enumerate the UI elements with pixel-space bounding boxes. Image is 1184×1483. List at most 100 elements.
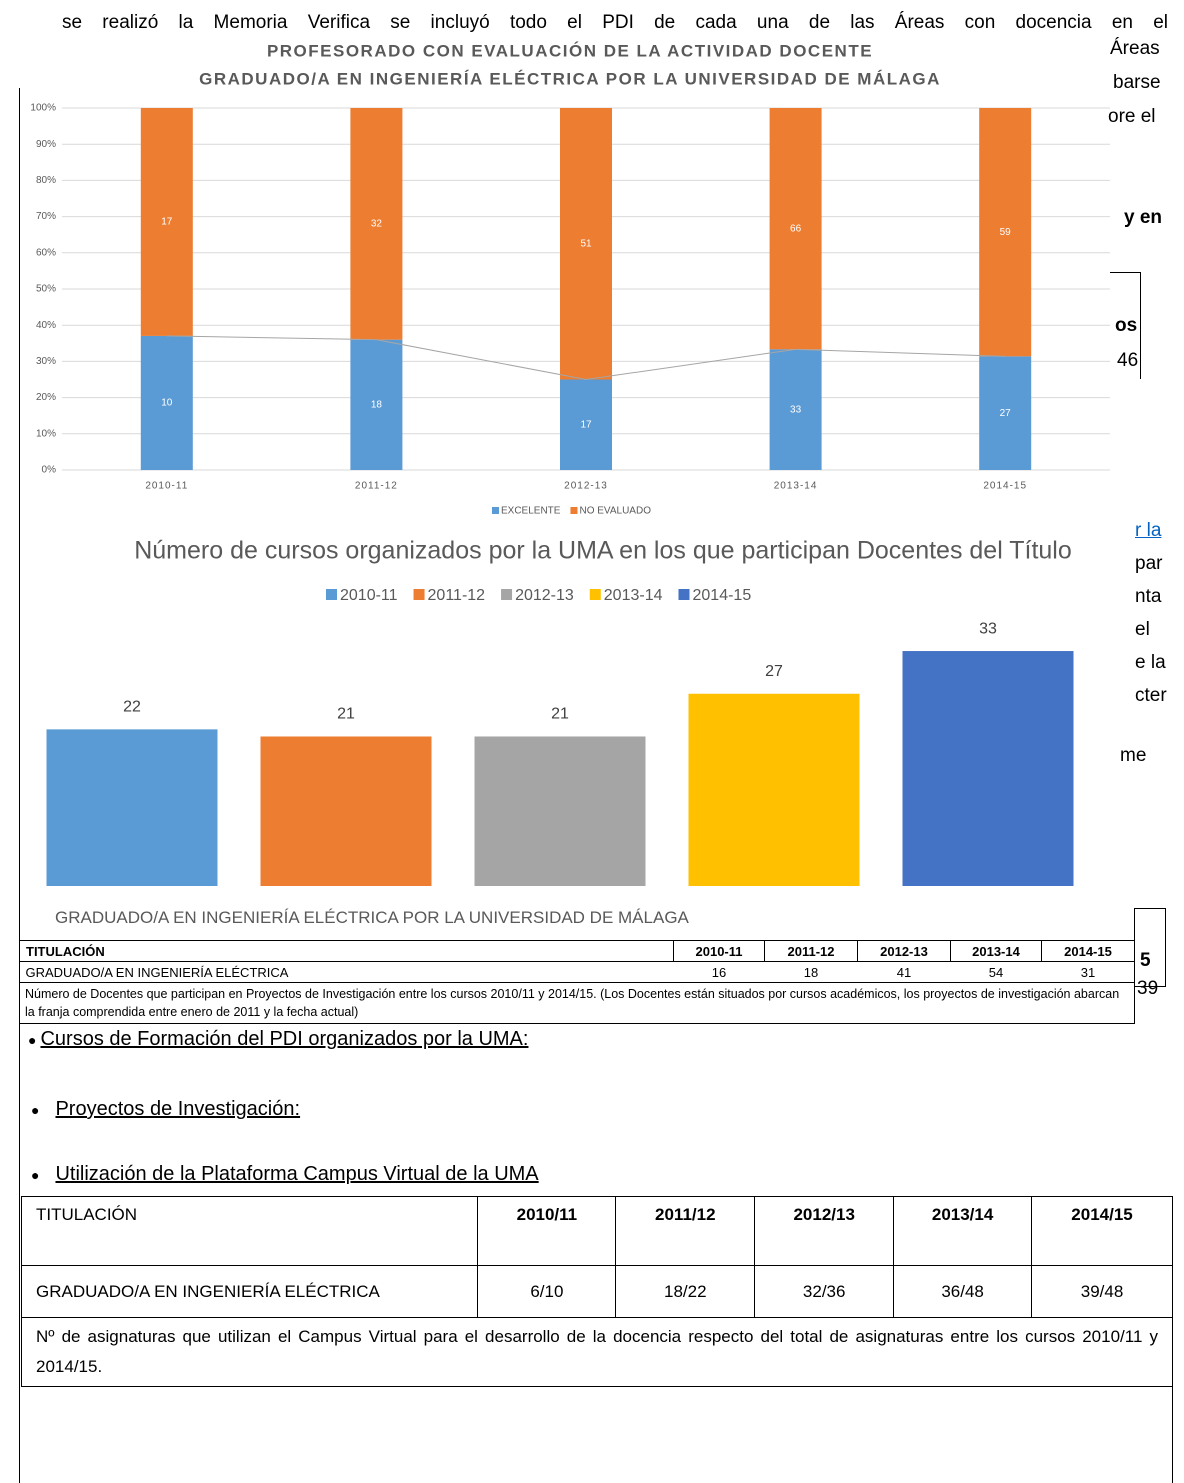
text-fragment: y en [1124, 207, 1163, 228]
table-header-cell: TITULACIÓN [19, 940, 674, 962]
y-tick-label: 80% [36, 175, 56, 186]
bar-segment [560, 379, 612, 470]
table-header-cell: 2014-15 [1041, 940, 1135, 962]
bar-segment [140, 335, 193, 470]
text-fragment: 46 [1117, 350, 1139, 371]
table-note: Nº de asignaturas que utilizan el Campus… [21, 1317, 1173, 1387]
text-fragment: cter [1135, 685, 1167, 706]
table-cell: 36/48 [893, 1265, 1033, 1318]
table-row: GRADUADO/A EN INGENIERÍA ELÉCTRICA 16 18 41… [20, 962, 1135, 983]
legend-label: 2010-11 [340, 587, 398, 604]
legend-label: 2011-12 [428, 587, 486, 604]
chart-subtitle: GRADUADO/A EN INGENIERÍA ELÉCTRICA POR L… [199, 69, 941, 88]
y-tick-label: 70% [36, 211, 56, 222]
text-fragment: Áreas [1110, 38, 1160, 59]
table-cell: 16 [711, 964, 727, 980]
bullet-dot: ● [31, 1167, 40, 1183]
table-header-cell: 2010/11 [477, 1196, 617, 1266]
legend-swatch [413, 589, 425, 600]
table-cell: 41 [896, 964, 912, 980]
legend-swatch [501, 589, 513, 600]
text-fragment: barse [1113, 72, 1161, 93]
bar [46, 729, 218, 886]
fragment-box [1134, 908, 1166, 987]
y-tick-label: 30% [36, 356, 56, 367]
bullet-dot: ● [28, 1032, 37, 1048]
y-tick-label: 100% [30, 103, 56, 114]
legend-swatch [570, 507, 578, 514]
text-fragment: e la [1135, 652, 1166, 673]
legend-label: EXCELENTE [501, 506, 561, 517]
table-row: TITULACIÓN 2010-11 2011-12 2012-13 2013-14 20… [19, 940, 1135, 962]
table-cell: 6/10 [477, 1265, 617, 1318]
bar-segment [769, 108, 822, 350]
legend-swatch [492, 507, 499, 514]
table-header-cell: 2012-13 [857, 940, 951, 962]
data-label: 51 [580, 238, 592, 249]
bullet-text: Utilización de la Plataforma Campus Virt… [55, 1163, 539, 1185]
x-tick-label: 2012-13 [564, 481, 608, 492]
y-tick-label: 50% [36, 284, 56, 295]
legend-swatch [326, 589, 337, 600]
text-fragment: r la [1135, 520, 1162, 541]
chart-title: PROFESORADO CON EVALUACIÓN DE LA ACTIVID… [267, 41, 873, 60]
text-fragment: os [1115, 315, 1138, 336]
data-label: 22 [123, 699, 141, 716]
bullet-text: Cursos de Formación del PDI organizados … [40, 1028, 529, 1050]
data-label: 17 [161, 217, 173, 228]
bar-segment [769, 349, 822, 470]
page-border-right [1172, 1196, 1173, 1483]
table-cell: GRADUADO/A EN INGENIERÍA ELÉCTRICA [25, 964, 289, 980]
table: TITULACIÓN 2010/11 2011/12 2012/13 2013/14 20… [20, 1196, 1173, 1387]
x-tick-label: 2010-11 [145, 481, 188, 492]
data-label: 27 [765, 663, 783, 680]
y-tick-label: 60% [36, 247, 56, 258]
data-label: 66 [790, 223, 802, 234]
bar [260, 736, 432, 886]
bar-segment [979, 108, 1032, 357]
table-header-cell: 2010-11 [673, 940, 765, 962]
data-label: 33 [979, 620, 997, 637]
data-label: 18 [371, 399, 383, 410]
table-cell: 31 [1080, 964, 1096, 980]
legend-label: 2013-14 [604, 587, 663, 604]
table-header-cell: 2014/15 [1031, 1196, 1173, 1266]
bar [688, 693, 860, 886]
data-label: 59 [1000, 227, 1012, 238]
legend-label: NO EVALUADO [579, 506, 651, 517]
y-tick-label: 10% [36, 428, 56, 439]
table-header-cell: 2011/12 [615, 1196, 756, 1266]
table-cell: 18 [803, 964, 819, 980]
legend-swatch [589, 589, 601, 600]
x-tick-label: 2013-14 [774, 481, 818, 492]
bar-segment [350, 339, 403, 470]
text-fragment: 39 [1137, 978, 1159, 999]
bullet-item: ● Utilización de la Plataforma Campus Vir… [31, 1163, 539, 1186]
y-tick-label: 90% [36, 139, 56, 150]
table-cell: 18/22 [615, 1265, 756, 1318]
text-fragment: ore el [1108, 106, 1156, 127]
table-cell: 32/36 [754, 1265, 895, 1318]
data-label: 33 [790, 404, 802, 415]
x-tick-label: 2011-12 [355, 481, 398, 492]
chart-title: Número de cursos organizados por la UMA … [134, 537, 1072, 565]
page-border-left [19, 88, 20, 1483]
data-label: 21 [337, 706, 355, 723]
text-fragment: 5 [1140, 950, 1151, 971]
data-label: 27 [1000, 408, 1012, 419]
text-fragment: par [1135, 553, 1163, 574]
table-header-cell: 2013/14 [893, 1196, 1033, 1266]
table-header-cell: TITULACIÓN [20, 1196, 479, 1266]
table-row: TITULACIÓN 2010/11 2011/12 2012/13 2013/14 20… [20, 1196, 1173, 1266]
table-note: Número de Docentes que participan en Pro… [19, 982, 1135, 1024]
table-caption: GRADUADO/A EN INGENIERÍA ELÉCTRICA POR L… [55, 908, 689, 927]
bullet-dot: ● [31, 1102, 40, 1118]
y-tick-label: 0% [42, 465, 57, 476]
table: TITULACIÓN 2010-11 2011-12 2012-13 2013-14 20… [19, 940, 1135, 1024]
table-row: Número de Docentes que participan en Pro… [19, 982, 1135, 1024]
table-header-cell: 2013-14 [950, 940, 1042, 962]
bar [474, 736, 646, 886]
bar-segment [350, 108, 403, 340]
